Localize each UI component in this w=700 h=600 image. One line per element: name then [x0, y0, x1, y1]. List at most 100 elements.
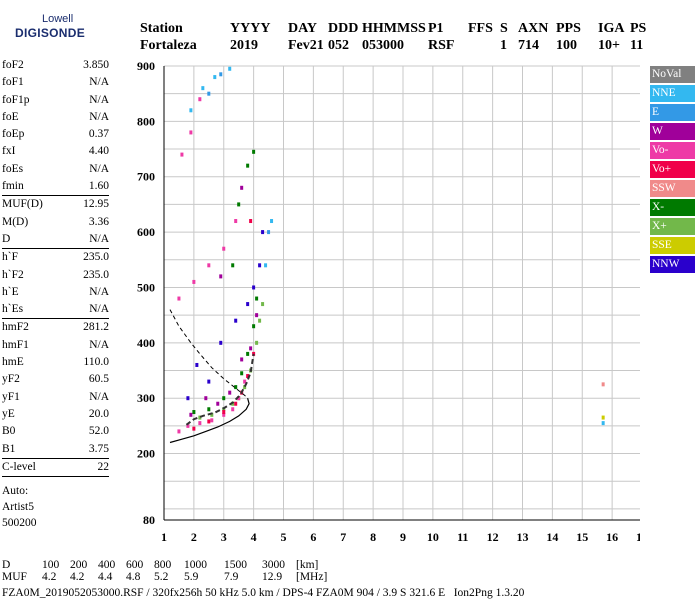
- x-tick-label: 13: [517, 530, 529, 544]
- param-row: hmE 110.0: [2, 354, 109, 371]
- param-row: yE 20.0: [2, 406, 109, 423]
- data-point: [601, 382, 605, 387]
- data-point: [222, 396, 226, 401]
- param-separator: [2, 195, 109, 197]
- data-point: [210, 412, 214, 417]
- param-value: N/A: [89, 338, 109, 351]
- autoscaling-info: 500200: [2, 517, 37, 530]
- param-name: hmF2: [2, 321, 29, 334]
- legend-item: SSE: [650, 237, 695, 254]
- x-tick-label: 17: [636, 530, 640, 544]
- ionogram-chart: 1234567891011121314151617802003004005006…: [137, 59, 640, 544]
- param-value: N/A: [89, 162, 109, 175]
- y-tick-label: 700: [137, 170, 155, 184]
- param-value: N/A: [89, 76, 109, 89]
- table-cell: 4.8: [126, 571, 141, 583]
- param-row: foF1 N/A: [2, 74, 109, 91]
- param-name: B1: [2, 442, 16, 455]
- param-name: hmE: [2, 356, 24, 369]
- data-point: [189, 108, 193, 113]
- data-point: [264, 263, 268, 268]
- legend-item: SSW: [650, 180, 695, 197]
- legend-item: X+: [650, 218, 695, 235]
- parameters-panel: foF2 3.850 foF1 N/A foF1p N/A foE N/A foEp 0.37 fx…: [2, 57, 109, 531]
- param-value: N/A: [89, 303, 109, 316]
- param-row: yF2 60.5: [2, 371, 109, 388]
- data-point: [267, 230, 271, 235]
- param-value: 281.2: [83, 321, 109, 334]
- header-cell: HHMMSS: [362, 21, 426, 36]
- param-value: N/A: [89, 110, 109, 123]
- param-value: 22: [97, 460, 110, 473]
- trace-curve: [185, 353, 255, 426]
- param-value: N/A: [89, 232, 109, 245]
- data-point: [243, 385, 247, 390]
- x-tick-label: 5: [281, 530, 287, 544]
- data-point: [216, 401, 220, 406]
- data-point: [234, 401, 238, 406]
- data-point: [198, 421, 202, 426]
- param-name: B0: [2, 425, 16, 438]
- y-tick-label: 200: [137, 447, 155, 461]
- x-tick-label: 3: [221, 530, 227, 544]
- legend-item: Vo+: [650, 161, 695, 178]
- x-tick-label: 1: [161, 530, 167, 544]
- y-tick-label: 400: [137, 336, 155, 350]
- param-row: B1 3.75: [2, 441, 109, 458]
- param-name: foF1p: [2, 93, 30, 106]
- data-point: [180, 152, 184, 157]
- header-cell: RSF: [428, 38, 455, 53]
- param-row: foE N/A: [2, 109, 109, 126]
- param-name: foF2: [2, 59, 24, 71]
- x-tick-label: 7: [340, 530, 346, 544]
- header-cell: DAY: [288, 21, 318, 36]
- legend-item: Vo-: [650, 142, 695, 159]
- x-tick-label: 10: [427, 530, 439, 544]
- data-point: [252, 351, 256, 356]
- data-point: [213, 75, 217, 80]
- param-row: MUF(D) 12.95: [2, 196, 109, 213]
- data-point: [237, 396, 241, 401]
- data-point: [252, 324, 256, 329]
- data-point: [231, 263, 235, 268]
- param-row: yF1 N/A: [2, 389, 109, 406]
- table-cell: 12.9: [262, 571, 283, 583]
- header-cell: S: [500, 21, 508, 36]
- data-point: [192, 410, 196, 415]
- param-row: hmF2 281.2: [2, 319, 109, 336]
- y-tick-label: 500: [137, 280, 155, 294]
- y-tick-label: 600: [137, 225, 155, 239]
- x-tick-label: 12: [487, 530, 499, 544]
- param-value: 235.0: [83, 268, 109, 281]
- table-row-label: MUF: [2, 571, 27, 583]
- param-value: 3.36: [88, 215, 109, 228]
- legend-item: E: [650, 104, 695, 121]
- param-row: h`F2 235.0: [2, 267, 109, 284]
- table-cell: 1500: [224, 559, 247, 571]
- header-cell: YYYY: [230, 21, 271, 36]
- table-unit: [MHz]: [296, 571, 328, 583]
- data-point: [207, 379, 211, 384]
- param-name: C-level: [2, 460, 36, 473]
- autoscaling-info: Artist5: [2, 501, 34, 514]
- param-value: N/A: [89, 390, 109, 403]
- param-name: foE: [2, 110, 19, 123]
- data-point: [255, 340, 259, 345]
- param-name: h`E: [2, 285, 19, 298]
- param-value: 235.0: [83, 251, 109, 264]
- param-row: foF2 3.850: [2, 57, 109, 74]
- y-tick-label: 900: [137, 59, 155, 73]
- header-cell: Station: [140, 21, 183, 36]
- y-tick-label: 80: [143, 513, 155, 527]
- data-point: [201, 86, 205, 91]
- param-name: h`Es: [2, 303, 24, 316]
- param-name: foF1: [2, 76, 24, 89]
- data-point: [240, 371, 244, 376]
- x-tick-label: 2: [191, 530, 197, 544]
- x-tick-label: 16: [606, 530, 618, 544]
- legend-item: NoVal: [650, 66, 695, 83]
- header-cell: PS: [630, 21, 647, 36]
- data-point: [246, 374, 250, 379]
- header-cell: 714: [518, 38, 539, 53]
- table-cell: 5.2: [154, 571, 169, 583]
